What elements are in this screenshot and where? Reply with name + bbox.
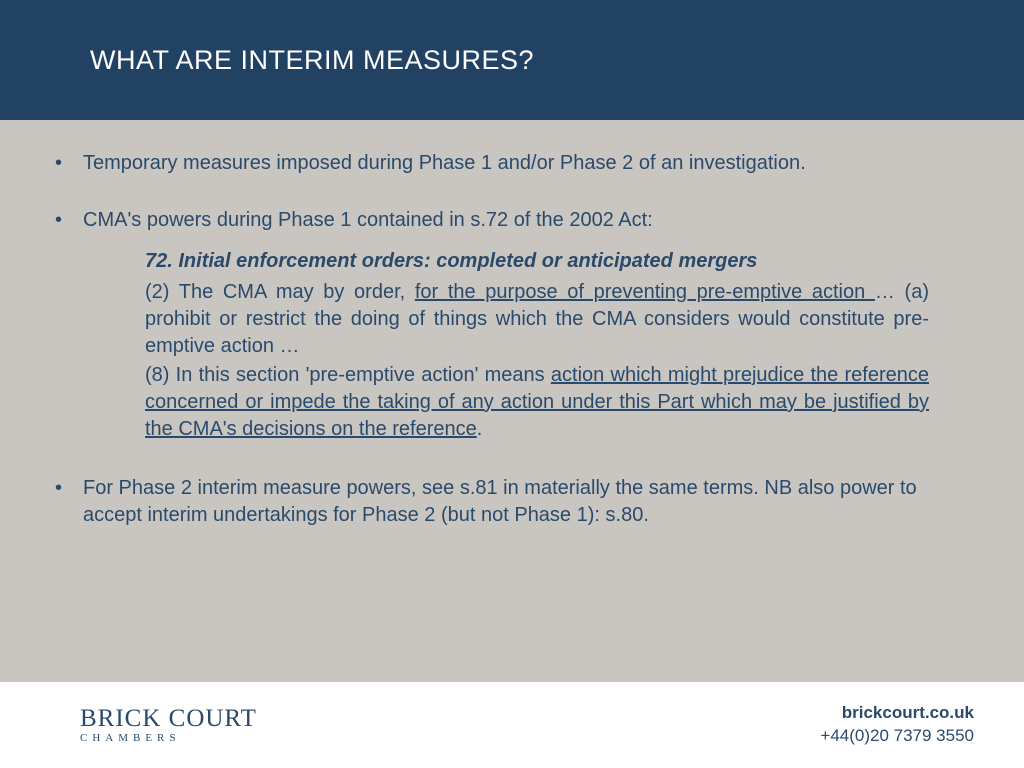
contact-block: brickcourt.co.uk +44(0)20 7379 3550 [820, 702, 974, 748]
quote-text: . [477, 418, 483, 440]
brand-logo: BRICK COURT CHAMBERS [80, 706, 257, 744]
bullet-marker: • [55, 207, 83, 234]
statute-quote: 72. Initial enforcement orders: complete… [145, 248, 929, 443]
slide-header: WHAT ARE INTERIM MEASURES? [0, 0, 1024, 120]
quote-paragraph: (2) The CMA may by order, for the purpos… [145, 279, 929, 360]
slide-content: • Temporary measures imposed during Phas… [0, 120, 1024, 682]
slide-footer: BRICK COURT CHAMBERS brickcourt.co.uk +4… [0, 682, 1024, 768]
quote-heading: 72. Initial enforcement orders: complete… [145, 248, 929, 275]
bullet-item: • For Phase 2 interim measure powers, se… [55, 475, 969, 529]
bullet-marker: • [55, 475, 83, 529]
contact-url: brickcourt.co.uk [820, 702, 974, 725]
bullet-marker: • [55, 150, 83, 177]
bullet-text: CMA's powers during Phase 1 contained in… [83, 207, 969, 234]
logo-sub-text: CHAMBERS [80, 733, 257, 744]
logo-main-text: BRICK COURT [80, 706, 257, 731]
quote-text: (8) In this section 'pre-emptive action'… [145, 364, 551, 386]
quote-paragraph: (8) In this section 'pre-emptive action'… [145, 362, 929, 443]
bullet-text: For Phase 2 interim measure powers, see … [83, 475, 969, 529]
quote-text: (2) The CMA may by order, [145, 281, 415, 303]
bullet-item: • Temporary measures imposed during Phas… [55, 150, 969, 177]
quote-underlined: for the purpose of preventing pre-emptiv… [415, 281, 875, 303]
bullet-item: • CMA's powers during Phase 1 contained … [55, 207, 969, 234]
contact-phone: +44(0)20 7379 3550 [820, 725, 974, 748]
bullet-text: Temporary measures imposed during Phase … [83, 150, 969, 177]
slide-title: WHAT ARE INTERIM MEASURES? [90, 45, 534, 76]
